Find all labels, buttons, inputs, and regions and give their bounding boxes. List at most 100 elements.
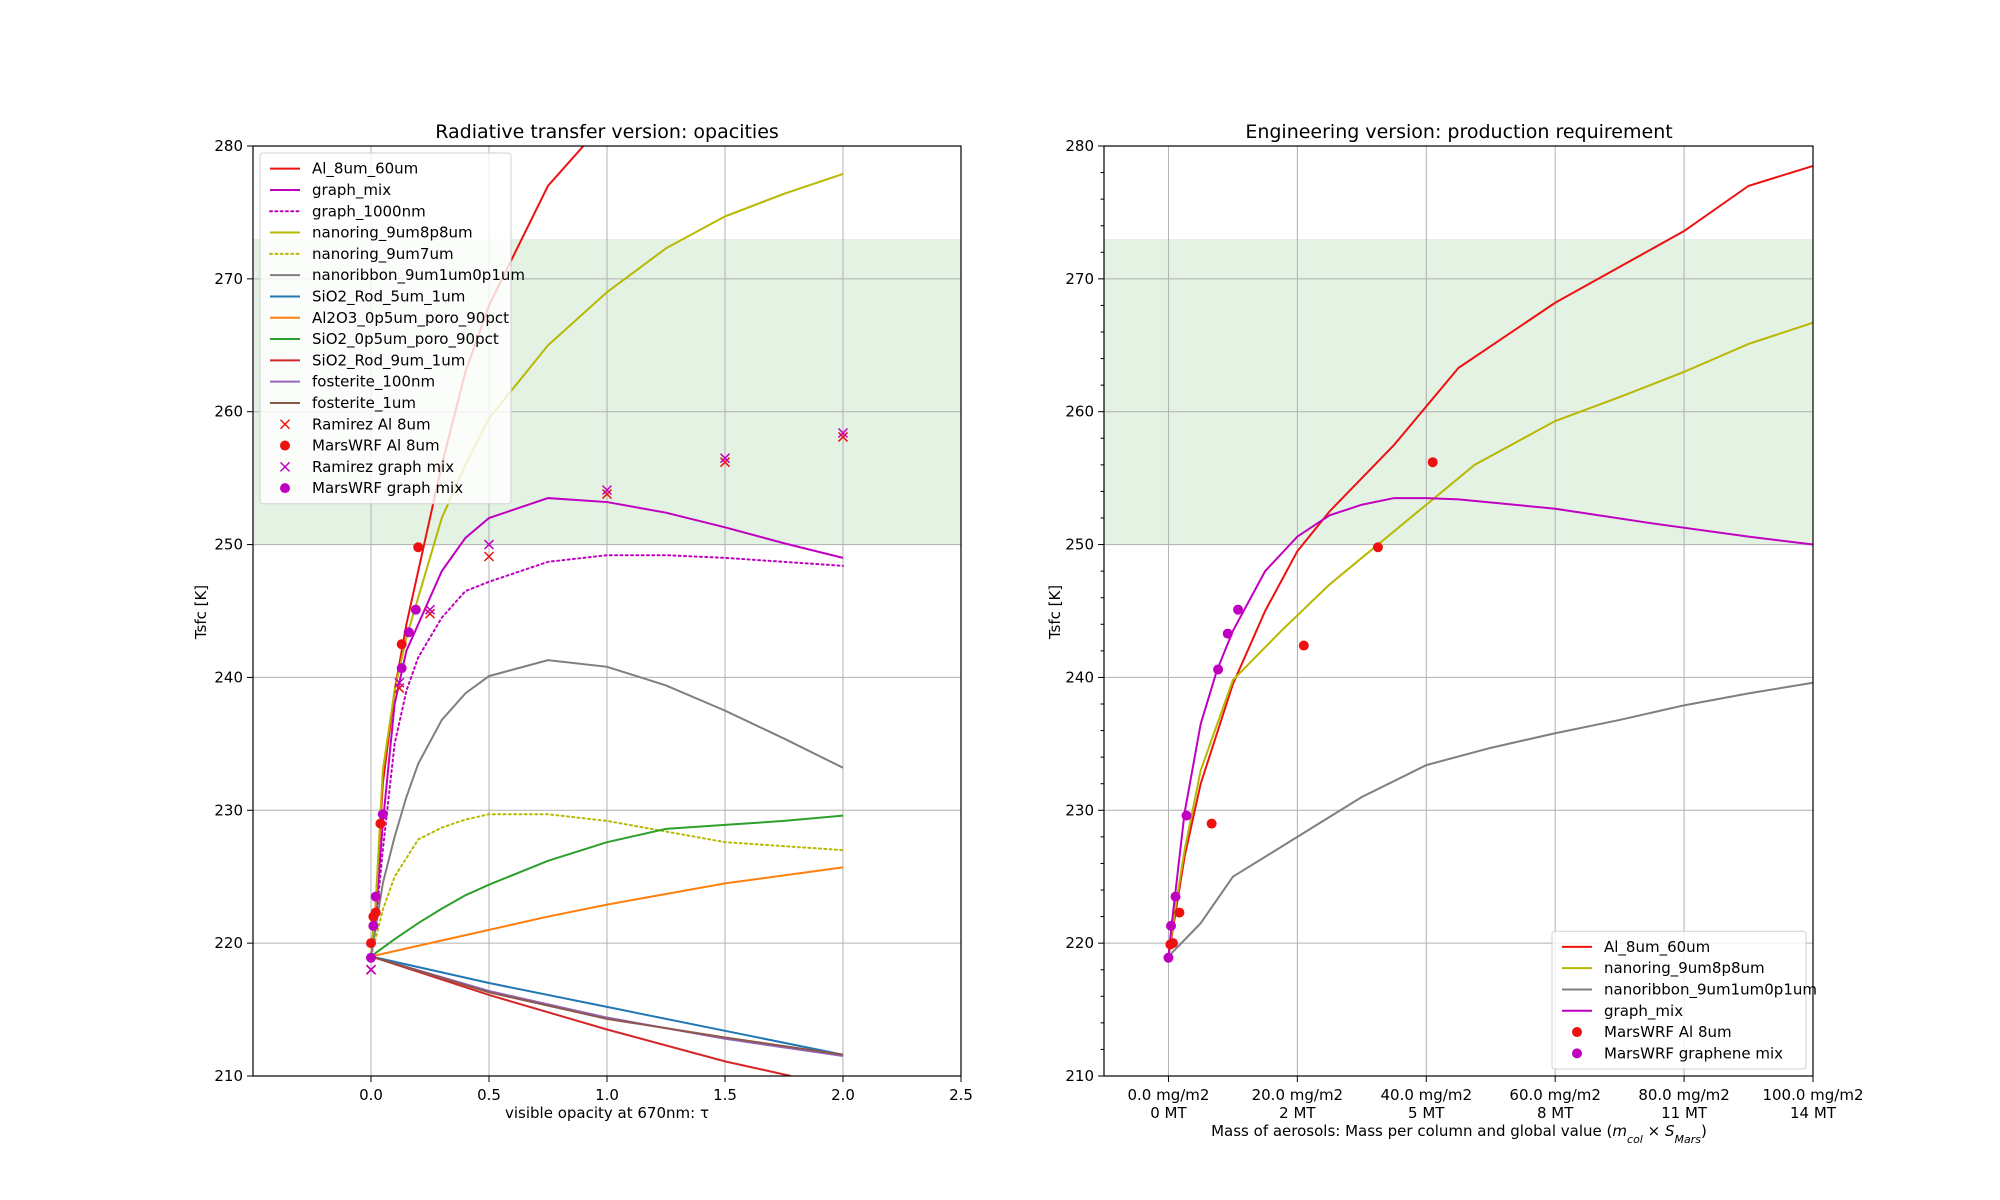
legend-swatch-Ramirez graph mix: [279, 461, 291, 472]
legend-label-nanoribbon_9um1um0p1um: nanoribbon_9um1um0p1um: [1604, 980, 1817, 999]
left-plot-area: 0.0 0.5 1.0 1.5 2.0 2.5 210 220 230 240 250 260 270 2…: [214, 137, 973, 1104]
left-x-tick-label: 0.5: [477, 1086, 501, 1104]
right-x-tick-label-mass: 11 MT: [1661, 1104, 1708, 1122]
series-SiO2_0p5um_poro_90pct: [370, 814, 844, 958]
legend-label-graph_1000nm: graph_1000nm: [312, 202, 426, 221]
right-x-tick-label: 100.0 mg/m2: [1762, 1086, 1863, 1104]
point-MarsWRF Al 8um: [1427, 457, 1438, 468]
legend-label-graph_mix: graph_mix: [1604, 1002, 1683, 1021]
point-MarsWRF Al 8um: [1372, 542, 1383, 553]
right-x-tick-label: 80.0 mg/m2: [1638, 1086, 1730, 1104]
point-MarsWRF graph mix: [377, 809, 388, 820]
legend-label-fosterite_1um: fosterite_1um: [312, 394, 416, 413]
point-MarsWRF Al 8um: [375, 818, 386, 829]
legend-label-nanoring_9um8p8um: nanoring_9um8p8um: [312, 224, 473, 243]
left-y-tick-label: 260: [214, 403, 243, 421]
legend-label-nanoring_9um7um: nanoring_9um7um: [312, 245, 454, 264]
left-x-tick-label: 2.5: [949, 1086, 973, 1104]
left-markers: [365, 427, 849, 975]
right-x-tick-label-mass: 14 MT: [1790, 1104, 1837, 1122]
legend-label-MarsWRF graphene mix: MarsWRF graphene mix: [1604, 1044, 1783, 1062]
right-x-tick-label: 0.0 mg/m2: [1127, 1086, 1209, 1104]
left-y-tick-label: 250: [214, 536, 243, 554]
legend-label-Al_8um_60um: Al_8um_60um: [312, 160, 418, 179]
point-Ramirez Al 8um: [601, 489, 613, 500]
right-y-tick-label: 250: [1065, 536, 1094, 554]
point-MarsWRF graphene mix: [1181, 810, 1192, 821]
point-MarsWRF graph mix: [370, 891, 381, 902]
right-plot-area: 0.0 mg/m20 MT 20.0 mg/m22 MT 40.0 mg/m25 M…: [1065, 137, 1863, 1122]
series-fosterite_1um: [370, 955, 844, 1056]
left-x-tick-label: 0.0: [359, 1086, 383, 1104]
legend-label-Al2O3_0p5um_poro_90pct: Al2O3_0p5um_poro_90pct: [312, 309, 509, 328]
legend-swatch-MarsWRF graph mix: [280, 483, 290, 494]
right-x-tick-label-mass: 2 MT: [1279, 1104, 1316, 1122]
point-MarsWRF Al 8um: [1206, 818, 1217, 829]
point-MarsWRF Al 8um: [413, 542, 424, 553]
legend-swatch-MarsWRF Al 8um: [1572, 1027, 1582, 1038]
right-x-tick-label: 20.0 mg/m2: [1252, 1086, 1344, 1104]
left-x-tick-label: 1.5: [713, 1086, 737, 1104]
point-MarsWRF graph mix: [366, 952, 376, 963]
right-y-tick-label: 240: [1065, 668, 1094, 686]
point-Ramirez Al 8um: [837, 431, 849, 442]
right-target-band: [1104, 239, 1813, 545]
point-Ramirez graph mix: [365, 964, 377, 975]
right-y-axis-label: Tsfc [K]: [1046, 585, 1064, 640]
right-y-tick-label: 260: [1065, 403, 1094, 421]
left-y-tick-label: 230: [214, 801, 243, 819]
right-x-label-close: ): [1701, 1122, 1707, 1140]
legend-label-MarsWRF Al 8um: MarsWRF Al 8um: [312, 437, 440, 455]
right-x-tick-label-mass: 0 MT: [1150, 1104, 1187, 1122]
right-x-tick-label: 40.0 mg/m2: [1381, 1086, 1473, 1104]
left-y-tick-label: 240: [214, 668, 243, 686]
point-MarsWRF graphene mix: [1213, 664, 1224, 675]
legend-swatch-MarsWRF graphene mix: [1572, 1048, 1582, 1059]
point-MarsWRF Al 8um: [1167, 938, 1178, 949]
right-markers: [1163, 457, 1438, 963]
point-Ramirez Al 8um: [424, 608, 436, 619]
point-MarsWRF Al 8um: [366, 938, 376, 949]
point-Ramirez graph mix: [837, 427, 849, 439]
legend-label-Al_8um_60um: Al_8um_60um: [1604, 938, 1710, 957]
right-x-tick-label-mass: 5 MT: [1408, 1104, 1445, 1122]
right-y-tick-label: 280: [1065, 137, 1094, 155]
legend-label-MarsWRF Al 8um: MarsWRF Al 8um: [1604, 1023, 1732, 1041]
point-Ramirez graph mix: [483, 539, 495, 550]
legend-label-Ramirez graph mix: Ramirez graph mix: [312, 458, 454, 476]
series-graph_mix: [1167, 497, 1813, 957]
point-MarsWRF graph mix: [368, 920, 379, 931]
right-y-tick-label: 230: [1065, 801, 1094, 819]
right-x-axis-label: Mass of aerosols: Mass per column and gl…: [1211, 1122, 1707, 1146]
right-x-label-times: ×: [1643, 1122, 1665, 1140]
right-legend-box: [1551, 930, 1807, 1070]
left-y-tick-label: 210: [214, 1067, 243, 1085]
series-Al2O3_0p5um_poro_90pct: [370, 866, 844, 958]
series-Al_8um_60um: [1167, 164, 1813, 957]
legend-swatch-Ramirez Al 8um: [279, 419, 291, 430]
right-x-tick-label: 60.0 mg/m2: [1509, 1086, 1601, 1104]
point-Ramirez graph mix: [424, 604, 436, 615]
right-y-tick-label: 210: [1065, 1067, 1094, 1085]
left-series: [370, 146, 844, 1076]
right-y-tick-label: 270: [1065, 270, 1094, 288]
left-chart-title: Radiative transfer version: opacities: [435, 121, 779, 143]
right-chart-title: Engineering version: production requirem…: [1245, 121, 1672, 143]
right-chart-panel: Engineering version: production requirem…: [1046, 121, 1864, 1146]
legend-label-SiO2_Rod_5um_1um: SiO2_Rod_5um_1um: [312, 287, 465, 306]
point-MarsWRF graphene mix: [1170, 891, 1181, 902]
point-MarsWRF Al 8um: [1298, 640, 1309, 651]
series-SiO2_Rod_9um_1um: [370, 955, 792, 1076]
right-x-label-s: S: [1665, 1122, 1675, 1140]
point-MarsWRF Al 8um: [370, 907, 381, 918]
legend-swatch-MarsWRF Al 8um: [280, 440, 290, 451]
point-Ramirez graph mix: [601, 485, 613, 496]
legend-label-SiO2_0p5um_poro_90pct: SiO2_0p5um_poro_90pct: [312, 330, 499, 349]
left-y-tick-label: 270: [214, 270, 243, 288]
left-legend-box: [259, 152, 512, 505]
right-legend: Al_8um_60um nanoring_9um8p8um nanoribbon_9…: [1551, 930, 1817, 1070]
legend-label-SiO2_Rod_9um_1um: SiO2_Rod_9um_1um: [312, 351, 465, 370]
left-chart-panel: Radiative transfer version: opacities 0.…: [192, 121, 973, 1122]
point-Ramirez Al 8um: [719, 457, 731, 468]
